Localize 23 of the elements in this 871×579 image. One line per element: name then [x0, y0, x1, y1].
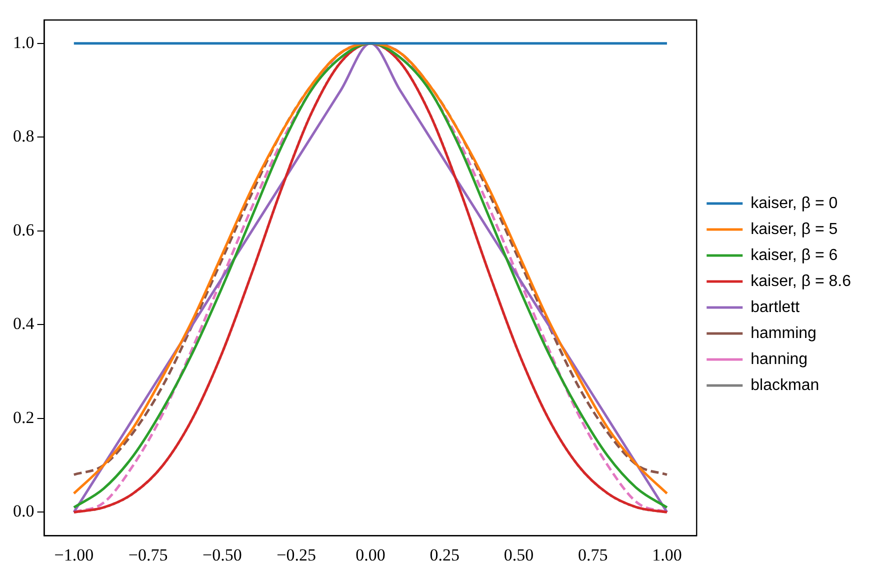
x-tick-label: −1.00 — [54, 545, 94, 564]
x-tick-label: −0.25 — [276, 545, 316, 564]
legend-label: kaiser, β = 0 — [750, 194, 838, 212]
y-tick-label: 0.8 — [13, 126, 34, 146]
legend-label: bartlett — [750, 298, 800, 316]
x-tick-label: 0.00 — [356, 545, 386, 564]
x-tick-label: −0.50 — [202, 545, 242, 564]
x-tick-label: 0.25 — [430, 545, 460, 564]
y-tick-label: 0.2 — [13, 408, 34, 427]
x-tick-label: −0.75 — [128, 545, 168, 564]
x-tick-label: 0.75 — [578, 545, 608, 564]
legend-label: hamming — [750, 324, 816, 342]
y-tick-label: 0.4 — [13, 314, 35, 334]
y-tick-label: 0.0 — [13, 502, 34, 521]
legend-label: kaiser, β = 5 — [750, 220, 838, 238]
legend-label: kaiser, β = 8.6 — [750, 272, 852, 290]
legend-label: blackman — [750, 376, 820, 394]
legend-label: kaiser, β = 6 — [750, 246, 838, 264]
y-tick-label: 1.0 — [13, 32, 34, 52]
legend-label: hanning — [750, 350, 808, 368]
x-tick-label: 0.50 — [504, 545, 534, 564]
y-tick-label: 0.6 — [13, 220, 34, 240]
x-tick-label: 1.00 — [652, 545, 682, 564]
